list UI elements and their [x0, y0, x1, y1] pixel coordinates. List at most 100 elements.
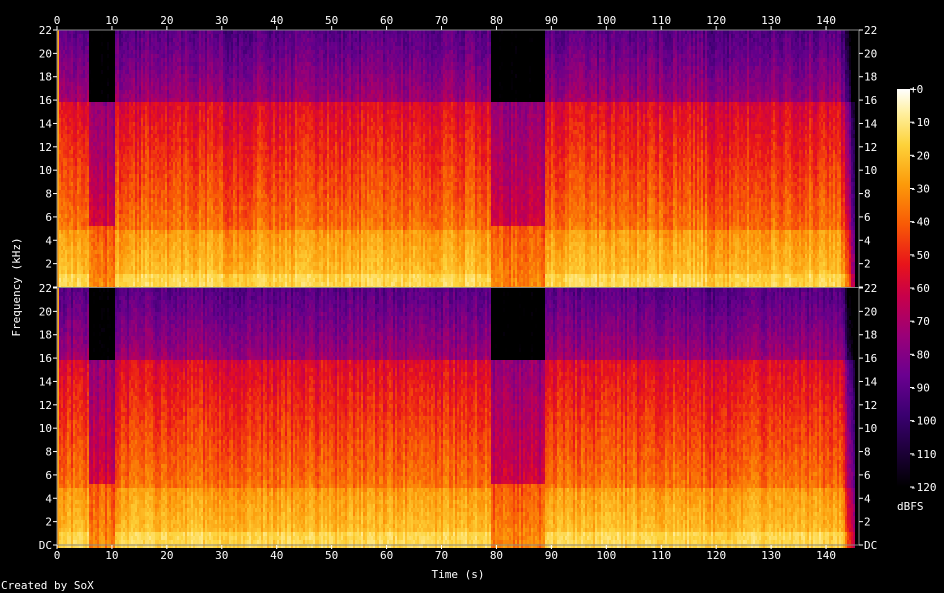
spectrogram-cell — [143, 198, 145, 202]
spectrogram-cell — [153, 150, 155, 154]
spectrogram-cell — [177, 254, 179, 258]
spectrogram-cell — [121, 278, 123, 282]
spectrogram-cell — [85, 30, 87, 34]
spectrogram-cell — [111, 170, 113, 174]
spectrogram-cell — [131, 270, 133, 274]
spectrogram-cell — [59, 34, 61, 38]
spectrogram-cell — [121, 34, 123, 38]
spectrogram-cell — [89, 226, 91, 230]
spectrogram-cell — [157, 142, 159, 146]
spectrogram-cell — [71, 270, 73, 274]
spectrogram-cell — [145, 54, 147, 58]
spectrogram-cell — [191, 90, 193, 94]
spectrogram-cell — [177, 150, 179, 154]
spectrogram-cell — [107, 190, 109, 194]
spectrogram-cell — [197, 170, 199, 174]
spectrogram-cell — [159, 86, 161, 90]
spectrogram-cell — [109, 166, 111, 170]
spectrogram-cell — [151, 166, 153, 170]
spectrogram-cell — [85, 134, 87, 138]
spectrogram-cell — [209, 218, 211, 222]
spectrogram-cell — [99, 222, 101, 226]
spectrogram-cell — [159, 142, 161, 146]
spectrogram-cell — [71, 178, 73, 182]
spectrogram-cell — [107, 198, 109, 202]
spectrogram-cell — [187, 78, 189, 82]
spectrogram-cell — [85, 90, 87, 94]
spectrogram-cell — [127, 242, 129, 246]
spectrogram-cell — [91, 34, 93, 38]
spectrogram-cell — [189, 138, 191, 142]
spectrogram-cell — [91, 126, 93, 130]
spectrogram-cell — [137, 274, 139, 278]
spectrogram-cell — [59, 62, 61, 66]
spectrogram-cell — [105, 94, 107, 98]
spectrogram-cell — [129, 266, 131, 270]
spectrogram-cell — [117, 182, 119, 186]
spectrogram-cell — [101, 226, 103, 230]
spectrogram-cell — [63, 170, 65, 174]
spectrogram-cell — [99, 234, 101, 238]
spectrogram-cell — [117, 130, 119, 134]
spectrogram-cell — [93, 98, 95, 102]
spectrogram-cell — [179, 194, 181, 198]
spectrogram-cell — [75, 118, 77, 122]
spectrogram-cell — [209, 114, 211, 118]
spectrogram-cell — [187, 266, 189, 270]
spectrogram-cell — [201, 50, 203, 54]
spectrogram-cell — [91, 106, 93, 110]
spectrogram-cell — [115, 74, 117, 78]
spectrogram-cell — [71, 102, 73, 106]
spectrogram-cell — [179, 86, 181, 90]
spectrogram-cell — [71, 250, 73, 254]
spectrogram-cell — [61, 66, 63, 70]
spectrogram-cell — [109, 30, 111, 34]
spectrogram-cell — [111, 42, 113, 46]
spectrogram-cell — [209, 194, 211, 198]
spectrogram-cell — [67, 86, 69, 90]
spectrogram-cell — [179, 38, 181, 42]
spectrogram-cell — [95, 218, 97, 222]
spectrogram-cell — [97, 198, 99, 202]
spectrogram-cell — [75, 254, 77, 258]
spectrogram-cell — [79, 238, 81, 242]
spectrogram-cell — [103, 38, 105, 42]
spectrogram-cell — [83, 34, 85, 38]
spectrogram-cell — [137, 138, 139, 142]
spectrogram-cell — [65, 242, 67, 246]
spectrogram-cell — [69, 170, 71, 174]
spectrogram-cell — [195, 122, 197, 126]
spectrogram-cell — [173, 162, 175, 166]
spectrogram-cell — [69, 54, 71, 58]
spectrogram-cell — [125, 250, 127, 254]
spectrogram-cell — [77, 90, 79, 94]
spectrogram-cell — [175, 146, 177, 150]
spectrogram-cell — [161, 170, 163, 174]
spectrogram-cell — [209, 58, 211, 62]
spectrogram-cell — [95, 166, 97, 170]
spectrogram-cell — [145, 82, 147, 86]
spectrogram-cell — [201, 230, 203, 234]
spectrogram-cell — [177, 194, 179, 198]
spectrogram-cell — [113, 130, 115, 134]
spectrogram-cell — [107, 82, 109, 86]
spectrogram-cell — [187, 250, 189, 254]
spectrogram-cell — [77, 142, 79, 146]
spectrogram-cell — [123, 34, 125, 38]
spectrogram-cell — [133, 138, 135, 142]
spectrogram-cell — [195, 66, 197, 70]
spectrogram-cell — [95, 86, 97, 90]
spectrogram-cell — [201, 170, 203, 174]
spectrogram-cell — [149, 150, 151, 154]
spectrogram-cell — [105, 282, 107, 286]
spectrogram-cell — [63, 218, 65, 222]
spectrogram-cell — [127, 278, 129, 282]
spectrogram-cell — [79, 122, 81, 126]
spectrogram-cell — [175, 114, 177, 118]
spectrogram-cell — [177, 146, 179, 150]
spectrogram-cell — [65, 186, 67, 190]
spectrogram-cell — [73, 178, 75, 182]
spectrogram-cell — [189, 246, 191, 250]
spectrogram-cell — [203, 118, 205, 122]
spectrogram-cell — [99, 34, 101, 38]
